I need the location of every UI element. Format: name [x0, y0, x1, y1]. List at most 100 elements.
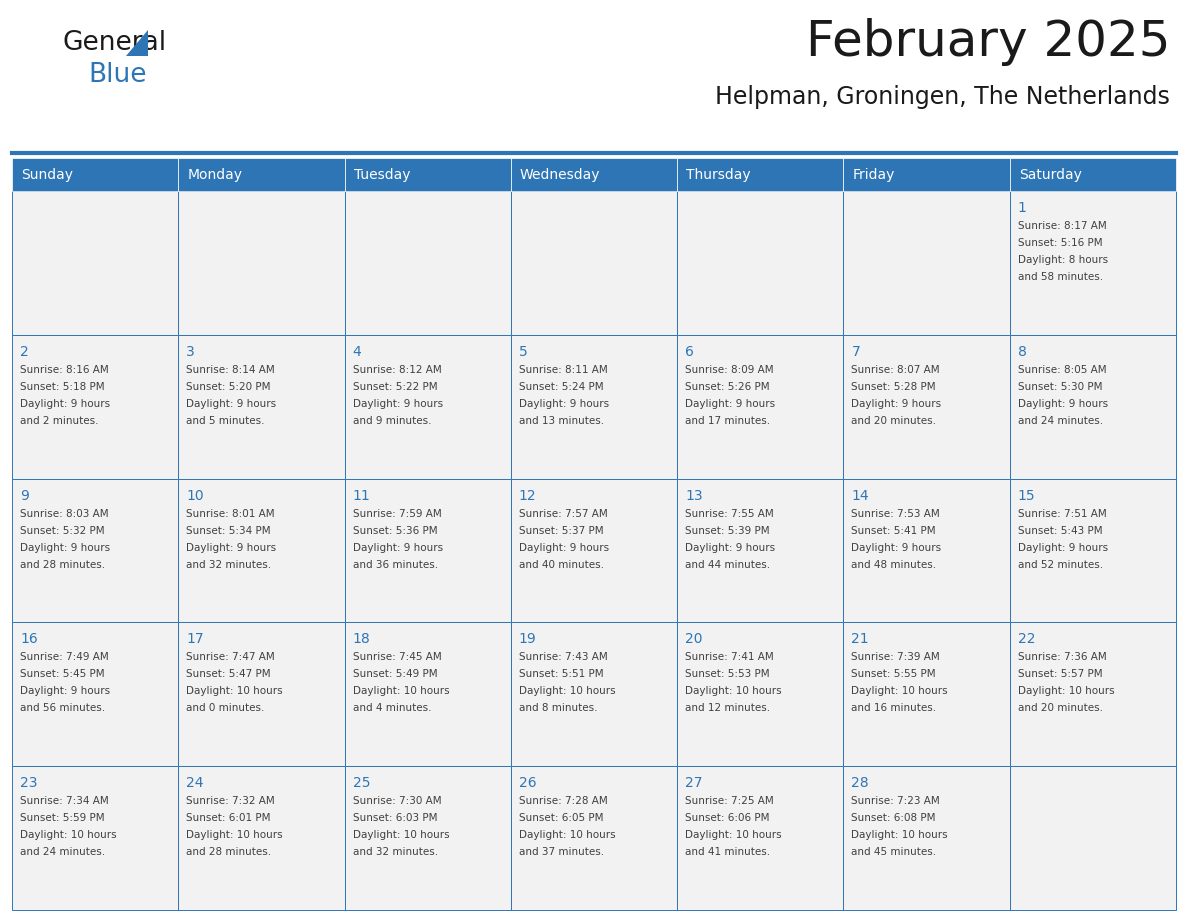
Bar [843, 158, 1010, 191]
Text: Daylight: 9 hours: Daylight: 9 hours [519, 543, 609, 553]
Text: 24: 24 [187, 777, 204, 790]
Text: Daylight: 10 hours: Daylight: 10 hours [187, 830, 283, 840]
Bar [843, 335, 1010, 478]
Bar [511, 335, 677, 478]
Text: and 12 minutes.: and 12 minutes. [685, 703, 770, 713]
Bar [12, 622, 178, 767]
Bar [345, 622, 511, 767]
Text: Sunrise: 8:01 AM: Sunrise: 8:01 AM [187, 509, 274, 519]
Text: 17: 17 [187, 633, 204, 646]
Text: 19: 19 [519, 633, 537, 646]
Text: and 20 minutes.: and 20 minutes. [852, 416, 936, 426]
Text: Daylight: 8 hours: Daylight: 8 hours [1018, 255, 1108, 265]
Text: and 4 minutes.: and 4 minutes. [353, 703, 431, 713]
Text: Sunset: 6:06 PM: Sunset: 6:06 PM [685, 813, 770, 823]
Text: Sunset: 5:45 PM: Sunset: 5:45 PM [20, 669, 105, 679]
Bar [178, 191, 345, 335]
Text: 18: 18 [353, 633, 371, 646]
Text: and 48 minutes.: and 48 minutes. [852, 560, 936, 569]
Text: Thursday: Thursday [687, 167, 751, 182]
Bar [12, 191, 178, 335]
Text: Sunset: 5:26 PM: Sunset: 5:26 PM [685, 382, 770, 392]
Bar [677, 158, 843, 191]
Text: Saturday: Saturday [1019, 167, 1081, 182]
Text: Sunset: 5:30 PM: Sunset: 5:30 PM [1018, 382, 1102, 392]
Text: 10: 10 [187, 488, 204, 502]
Bar [511, 622, 677, 767]
Text: Wednesday: Wednesday [520, 167, 600, 182]
Text: Daylight: 9 hours: Daylight: 9 hours [852, 543, 942, 553]
Text: and 9 minutes.: and 9 minutes. [353, 416, 431, 426]
Text: 20: 20 [685, 633, 702, 646]
Bar [1010, 767, 1176, 910]
Bar [12, 158, 178, 191]
Bar [178, 767, 345, 910]
Text: 4: 4 [353, 345, 361, 359]
Polygon shape [126, 30, 148, 56]
Bar [345, 191, 511, 335]
Text: Sunset: 5:53 PM: Sunset: 5:53 PM [685, 669, 770, 679]
Bar [677, 767, 843, 910]
Text: Daylight: 10 hours: Daylight: 10 hours [1018, 687, 1114, 697]
Text: Sunrise: 8:16 AM: Sunrise: 8:16 AM [20, 364, 109, 375]
Text: Daylight: 9 hours: Daylight: 9 hours [187, 398, 277, 409]
Bar [843, 191, 1010, 335]
Text: Sunset: 6:05 PM: Sunset: 6:05 PM [519, 813, 604, 823]
Text: Sunrise: 7:34 AM: Sunrise: 7:34 AM [20, 796, 109, 806]
Bar [1010, 191, 1176, 335]
Text: Sunset: 6:08 PM: Sunset: 6:08 PM [852, 813, 936, 823]
Text: and 44 minutes.: and 44 minutes. [685, 560, 770, 569]
Text: Sunset: 5:20 PM: Sunset: 5:20 PM [187, 382, 271, 392]
Text: Sunrise: 8:17 AM: Sunrise: 8:17 AM [1018, 221, 1106, 231]
Bar [345, 158, 511, 191]
Text: Sunset: 6:03 PM: Sunset: 6:03 PM [353, 813, 437, 823]
Bar [677, 622, 843, 767]
Text: Sunrise: 7:39 AM: Sunrise: 7:39 AM [852, 653, 940, 663]
Text: 7: 7 [852, 345, 860, 359]
Text: 3: 3 [187, 345, 195, 359]
Text: Sunrise: 7:25 AM: Sunrise: 7:25 AM [685, 796, 773, 806]
Text: Daylight: 10 hours: Daylight: 10 hours [852, 687, 948, 697]
Text: 8: 8 [1018, 345, 1026, 359]
Text: 9: 9 [20, 488, 29, 502]
Text: Daylight: 10 hours: Daylight: 10 hours [519, 687, 615, 697]
Bar [511, 158, 677, 191]
Text: February 2025: February 2025 [805, 18, 1170, 66]
Text: and 36 minutes.: and 36 minutes. [353, 560, 437, 569]
Bar [178, 622, 345, 767]
Text: Sunset: 5:36 PM: Sunset: 5:36 PM [353, 526, 437, 535]
Text: and 28 minutes.: and 28 minutes. [187, 847, 271, 857]
Text: 11: 11 [353, 488, 371, 502]
Text: and 2 minutes.: and 2 minutes. [20, 416, 99, 426]
Text: Sunrise: 7:43 AM: Sunrise: 7:43 AM [519, 653, 607, 663]
Bar [677, 335, 843, 478]
Text: Daylight: 10 hours: Daylight: 10 hours [519, 830, 615, 840]
Text: 14: 14 [852, 488, 870, 502]
Text: and 17 minutes.: and 17 minutes. [685, 416, 770, 426]
Text: Daylight: 9 hours: Daylight: 9 hours [519, 398, 609, 409]
Bar [12, 478, 178, 622]
Bar [1010, 158, 1176, 191]
Text: Sunset: 5:37 PM: Sunset: 5:37 PM [519, 526, 604, 535]
Text: Sunday: Sunday [21, 167, 72, 182]
Text: Monday: Monday [188, 167, 242, 182]
Text: Sunset: 5:51 PM: Sunset: 5:51 PM [519, 669, 604, 679]
Bar [511, 191, 677, 335]
Text: Sunrise: 7:36 AM: Sunrise: 7:36 AM [1018, 653, 1106, 663]
Text: 16: 16 [20, 633, 38, 646]
Text: Sunrise: 7:55 AM: Sunrise: 7:55 AM [685, 509, 773, 519]
Text: 26: 26 [519, 777, 537, 790]
Text: and 13 minutes.: and 13 minutes. [519, 416, 604, 426]
Text: Sunset: 5:16 PM: Sunset: 5:16 PM [1018, 238, 1102, 248]
Text: and 37 minutes.: and 37 minutes. [519, 847, 604, 857]
Text: Sunrise: 7:32 AM: Sunrise: 7:32 AM [187, 796, 276, 806]
Text: Daylight: 9 hours: Daylight: 9 hours [353, 543, 443, 553]
Bar [178, 158, 345, 191]
Text: and 28 minutes.: and 28 minutes. [20, 560, 105, 569]
Bar [511, 478, 677, 622]
Text: Sunrise: 7:57 AM: Sunrise: 7:57 AM [519, 509, 607, 519]
Text: Daylight: 10 hours: Daylight: 10 hours [187, 687, 283, 697]
Text: and 56 minutes.: and 56 minutes. [20, 703, 105, 713]
Text: and 32 minutes.: and 32 minutes. [187, 560, 271, 569]
Text: and 45 minutes.: and 45 minutes. [852, 847, 936, 857]
